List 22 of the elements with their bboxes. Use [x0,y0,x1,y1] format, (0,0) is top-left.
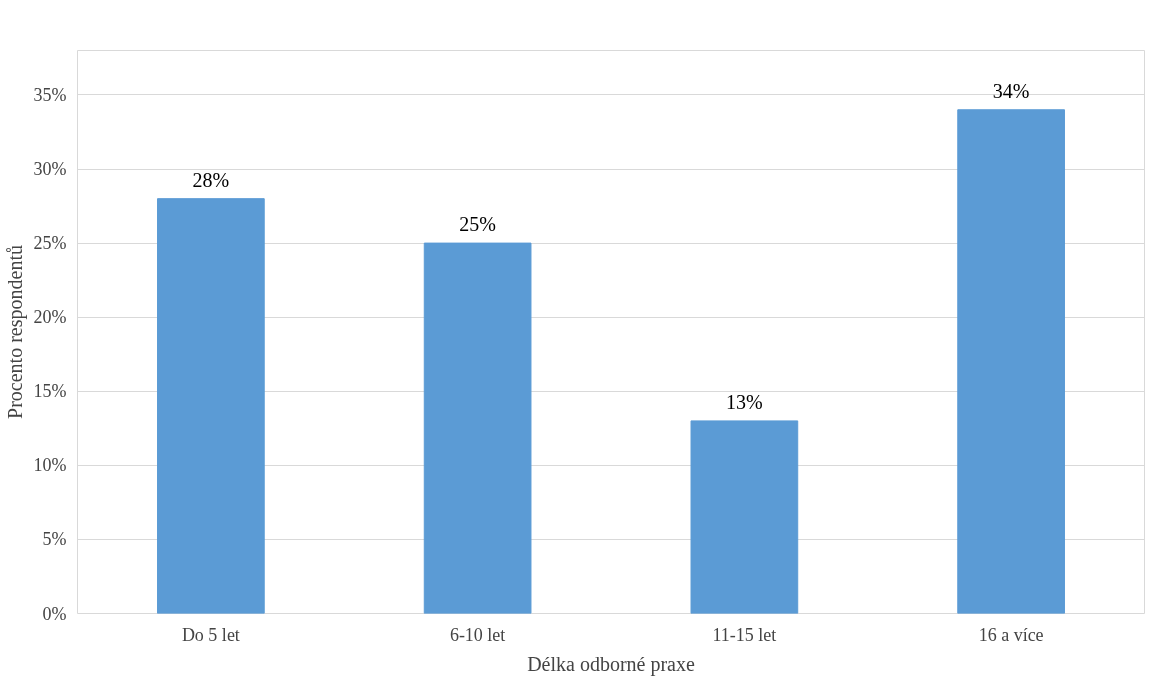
y-tick-label: 30% [33,159,67,180]
bar [957,109,1065,614]
data-label: 34% [992,79,1030,102]
y-axis-title: Procento respondentů [3,245,27,419]
data-label: 25% [459,213,496,236]
data-label: 28% [192,168,230,191]
x-tick-label: 6-10 let [449,624,506,645]
bar [157,198,265,614]
y-tick-label: 15% [33,381,67,402]
data-label: 13% [726,390,763,413]
y-tick-label: 0% [42,603,67,624]
bar [690,420,799,614]
y-tick-label: 10% [33,455,67,476]
x-tick-label: 11-15 let [712,624,777,645]
x-axis-title: Délka odborné praxe [527,652,695,676]
y-tick-label: 35% [33,84,67,105]
y-tick-label: 25% [33,233,67,254]
x-tick-label: Do 5 let [181,624,240,645]
y-tick-label: 5% [42,529,67,550]
bar [423,242,532,614]
y-tick-label: 20% [33,307,67,328]
x-tick-label: 16 a více [978,624,1044,645]
